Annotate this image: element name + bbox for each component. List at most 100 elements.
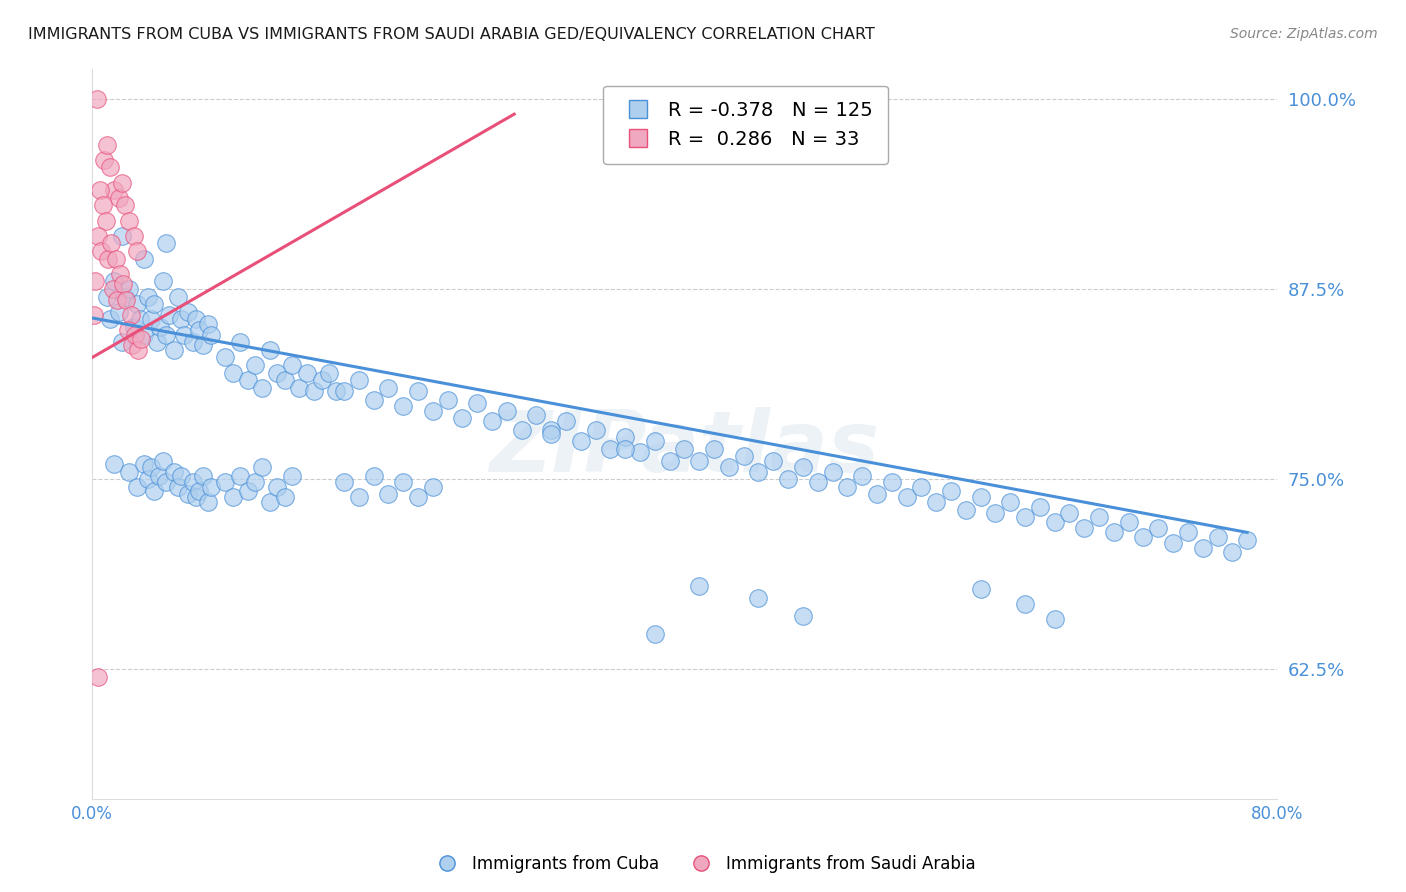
Point: [243, 358, 266, 372]
Point: [347, 373, 370, 387]
Point: [162, 343, 184, 357]
Point: [273, 373, 295, 387]
Point: [118, 282, 141, 296]
Point: [266, 366, 288, 380]
Point: [585, 424, 607, 438]
Point: [96, 290, 118, 304]
Point: [167, 480, 190, 494]
Point: [90, 244, 112, 258]
Point: [112, 277, 135, 292]
Point: [465, 396, 488, 410]
Point: [115, 293, 138, 307]
Point: [1206, 530, 1229, 544]
Point: [193, 469, 215, 483]
Point: [762, 454, 785, 468]
Point: [103, 183, 125, 197]
Point: [266, 480, 288, 494]
Point: [896, 491, 918, 505]
Point: [170, 469, 193, 483]
Point: [97, 252, 120, 266]
Point: [214, 351, 236, 365]
Point: [152, 275, 174, 289]
Point: [141, 312, 163, 326]
Point: [910, 480, 932, 494]
Point: [673, 442, 696, 456]
Point: [495, 403, 517, 417]
Point: [481, 414, 503, 428]
Point: [1102, 525, 1125, 540]
Point: [984, 506, 1007, 520]
Point: [392, 475, 415, 490]
Point: [1043, 515, 1066, 529]
Point: [181, 335, 204, 350]
Point: [138, 290, 160, 304]
Point: [1000, 495, 1022, 509]
Point: [87, 228, 110, 243]
Point: [1132, 530, 1154, 544]
Point: [318, 366, 340, 380]
Point: [122, 320, 145, 334]
Point: [155, 475, 177, 490]
Point: [747, 591, 769, 605]
Point: [1236, 533, 1258, 547]
Point: [1191, 541, 1213, 555]
Point: [851, 469, 873, 483]
Point: [406, 384, 429, 398]
Point: [104, 252, 127, 266]
Point: [197, 317, 219, 331]
Point: [222, 366, 245, 380]
Point: [807, 475, 830, 490]
Point: [658, 454, 681, 468]
Point: [173, 327, 195, 342]
Point: [229, 469, 252, 483]
Point: [510, 424, 533, 438]
Point: [333, 475, 356, 490]
Point: [162, 465, 184, 479]
Point: [1014, 597, 1036, 611]
Point: [1220, 545, 1243, 559]
Point: [141, 460, 163, 475]
Point: [540, 424, 562, 438]
Point: [184, 312, 207, 326]
Point: [152, 454, 174, 468]
Point: [281, 358, 304, 372]
Point: [1118, 515, 1140, 529]
Point: [127, 343, 149, 357]
Point: [422, 480, 444, 494]
Point: [333, 384, 356, 398]
Point: [143, 297, 166, 311]
Point: [236, 484, 259, 499]
Point: [222, 491, 245, 505]
Point: [880, 475, 903, 490]
Point: [747, 465, 769, 479]
Point: [1177, 525, 1199, 540]
Point: [866, 487, 889, 501]
Point: [98, 161, 121, 175]
Point: [84, 275, 107, 289]
Point: [614, 429, 637, 443]
Point: [688, 454, 710, 468]
Point: [157, 308, 180, 322]
Point: [229, 335, 252, 350]
Point: [103, 275, 125, 289]
Point: [703, 442, 725, 456]
Point: [121, 338, 143, 352]
Point: [540, 426, 562, 441]
Point: [1043, 612, 1066, 626]
Point: [939, 484, 962, 499]
Point: [778, 472, 800, 486]
Legend: R = -0.378   N = 125, R =  0.286   N = 33: R = -0.378 N = 125, R = 0.286 N = 33: [603, 86, 889, 164]
Point: [524, 409, 547, 423]
Point: [111, 335, 134, 350]
Point: [614, 442, 637, 456]
Point: [111, 176, 134, 190]
Point: [252, 460, 274, 475]
Point: [1073, 521, 1095, 535]
Point: [243, 475, 266, 490]
Point: [1029, 500, 1052, 514]
Point: [363, 393, 385, 408]
Point: [363, 469, 385, 483]
Point: [295, 366, 318, 380]
Point: [149, 320, 172, 334]
Text: Source: ZipAtlas.com: Source: ZipAtlas.com: [1230, 27, 1378, 41]
